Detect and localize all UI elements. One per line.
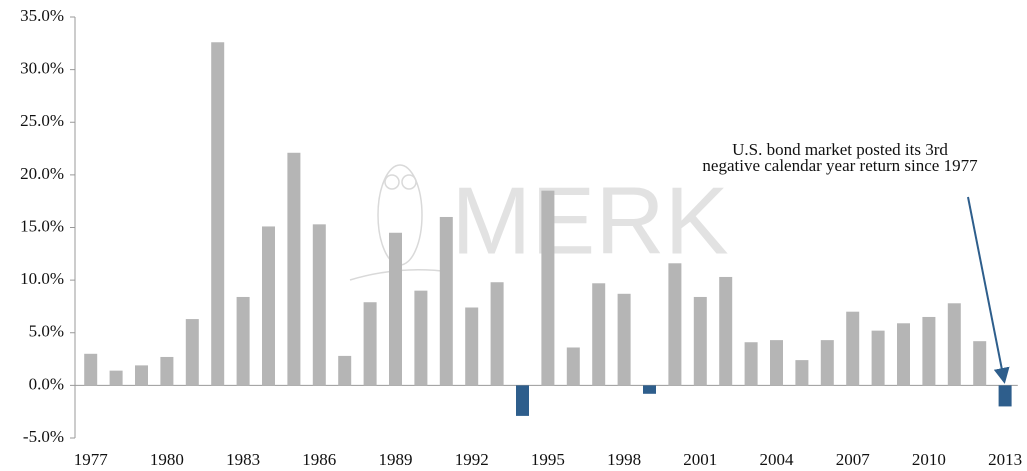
bar <box>668 263 682 386</box>
bar <box>135 365 148 386</box>
x-tick-label: 2013 <box>988 450 1022 469</box>
bar <box>973 341 987 386</box>
x-tick-label: 1998 <box>607 450 641 469</box>
bar <box>414 290 428 386</box>
bar <box>922 316 936 386</box>
y-tick-label: 20.0% <box>20 164 64 183</box>
bar <box>947 303 961 386</box>
x-tick-label: 1980 <box>150 450 184 469</box>
x-tick-label: 1989 <box>379 450 413 469</box>
x-tick-label: 1986 <box>302 450 336 469</box>
bar <box>389 232 402 386</box>
bar <box>363 302 377 386</box>
y-tick-label: 10.0% <box>20 269 64 288</box>
bar <box>84 353 98 386</box>
x-tick-label: 1977 <box>74 450 109 469</box>
bar <box>693 296 707 386</box>
y-tick-label: 15.0% <box>20 216 64 235</box>
bar <box>287 152 301 386</box>
bar <box>439 216 453 386</box>
bar <box>617 293 631 386</box>
x-tick-label: 1995 <box>531 450 565 469</box>
bar <box>109 370 123 386</box>
annotation-line: negative calendar year return since 1977 <box>702 156 978 175</box>
x-tick-label: 2004 <box>760 450 795 469</box>
watermark: MERK <box>451 167 728 274</box>
y-tick-label: -5.0% <box>23 427 64 446</box>
bar <box>846 311 860 386</box>
bar <box>160 356 174 386</box>
bar <box>998 385 1012 407</box>
bar <box>516 385 529 416</box>
bar <box>465 307 479 386</box>
bar <box>236 296 250 386</box>
y-tick-label: 0.0% <box>29 374 64 393</box>
bar <box>795 360 809 386</box>
x-tick-label: 1992 <box>455 450 489 469</box>
annotation-arrow <box>967 196 1010 384</box>
bar <box>541 190 555 386</box>
bar <box>185 319 199 386</box>
bar <box>490 282 504 386</box>
bar <box>820 340 834 386</box>
bar <box>643 385 656 394</box>
bar <box>770 340 783 386</box>
bar <box>744 342 758 386</box>
y-tick-label: 25.0% <box>20 111 64 130</box>
y-tick-label: 5.0% <box>29 322 64 341</box>
y-tick-label: 35.0% <box>20 6 64 25</box>
bar <box>719 276 733 386</box>
x-tick-label: 2010 <box>912 450 946 469</box>
bar <box>897 323 910 386</box>
y-tick-label: 30.0% <box>20 59 64 78</box>
bar <box>312 224 326 386</box>
bar <box>211 42 225 386</box>
bar <box>338 355 352 386</box>
bar <box>592 283 606 386</box>
bar <box>566 347 580 386</box>
x-tick-label: 1983 <box>226 450 260 469</box>
x-tick-label: 2001 <box>683 450 717 469</box>
bar <box>871 330 885 386</box>
bar <box>262 226 275 386</box>
annotation-line: U.S. bond market posted its 3rd <box>732 140 948 159</box>
x-tick-label: 2007 <box>836 450 871 469</box>
